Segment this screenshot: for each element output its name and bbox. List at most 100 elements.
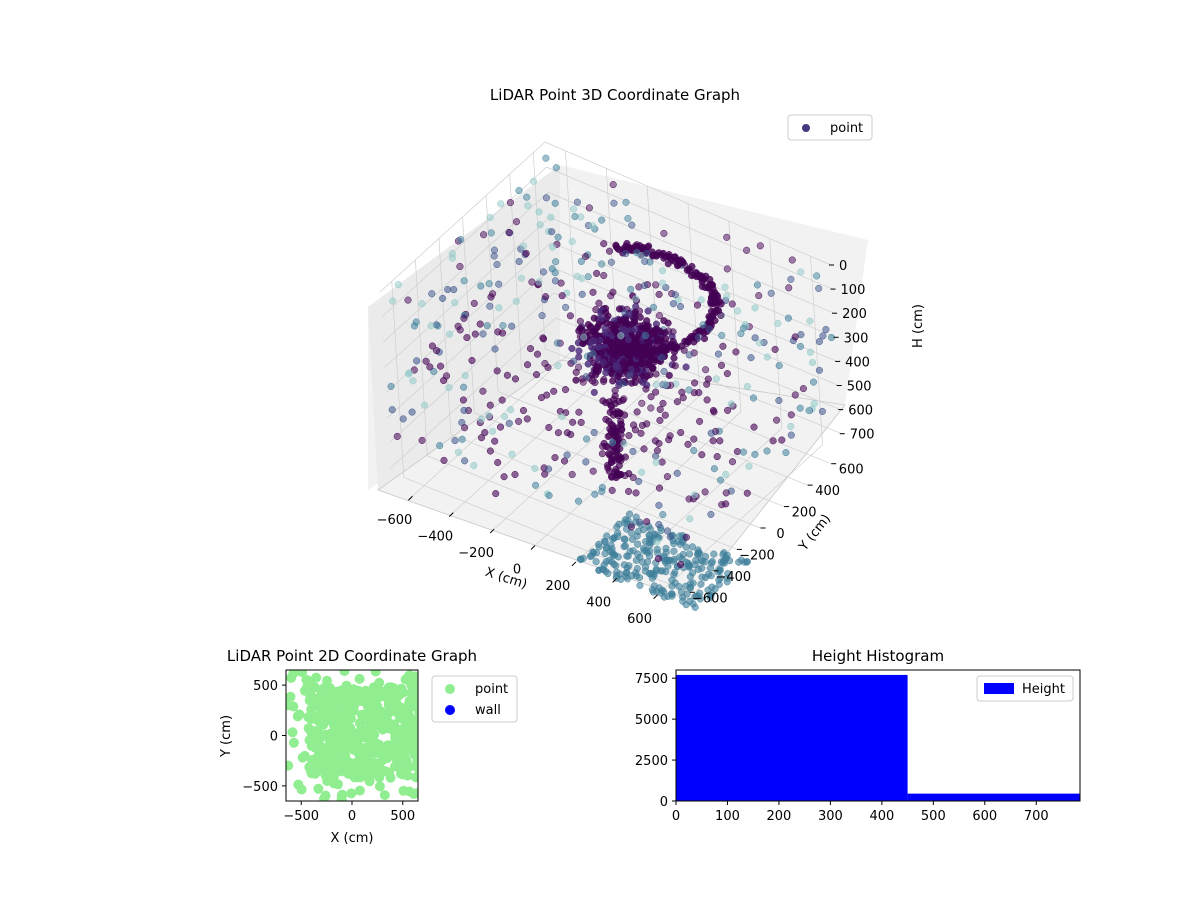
point-2d — [378, 765, 389, 776]
point-2d — [397, 769, 408, 780]
y-tick-label-2d: 0 — [270, 730, 278, 745]
point-3d — [622, 250, 630, 258]
point-3d — [685, 550, 694, 558]
point-3d — [635, 574, 644, 582]
point-3d — [562, 303, 570, 311]
x-tick-label-histogram: 400 — [869, 809, 894, 824]
x-tick-label-3d: −200 — [458, 546, 494, 561]
point-3d — [428, 290, 436, 298]
y-tick-label-2d: −500 — [242, 780, 278, 795]
y-tick-label-3d: −600 — [692, 591, 728, 606]
point-3d — [569, 418, 577, 426]
point-2d — [362, 699, 373, 710]
point-3d — [511, 375, 520, 383]
point-3d — [545, 423, 553, 432]
point-3d — [785, 284, 793, 292]
point-3d — [815, 338, 823, 346]
point-2d — [400, 674, 411, 685]
point-2d — [403, 701, 414, 712]
point-3d — [426, 363, 434, 371]
point-3d — [573, 198, 581, 206]
point-2d — [332, 729, 343, 740]
chart-3d-title: LiDAR Point 3D Coordinate Graph — [490, 86, 740, 104]
points-3d — [387, 154, 836, 611]
point-3d — [551, 454, 559, 462]
point-3d — [698, 557, 706, 565]
point-3d — [722, 489, 730, 497]
point-3d — [615, 369, 624, 377]
y-tick-label-histogram: 2500 — [635, 754, 668, 769]
chart-2d: LiDAR Point 2D Coordinate Graph −500 0 500… — [219, 647, 518, 846]
point-3d — [436, 362, 445, 370]
point-3d — [492, 490, 500, 498]
point-3d — [683, 337, 691, 345]
point-2d — [395, 757, 406, 768]
point-3d — [582, 458, 590, 466]
point-3d — [655, 290, 663, 298]
x-tick-mark-3d — [653, 594, 658, 600]
point-2d — [354, 673, 365, 684]
point-3d — [637, 429, 645, 437]
point-3d — [483, 322, 491, 330]
point-3d — [550, 387, 558, 395]
x-axis-label-3d: X (cm) — [483, 565, 529, 593]
point-3d — [703, 380, 711, 388]
point-3d — [613, 523, 621, 531]
point-3d — [686, 573, 694, 581]
point-3d — [643, 518, 651, 526]
point-3d — [505, 419, 513, 427]
grid-line — [687, 203, 701, 396]
point-2d — [405, 727, 416, 738]
point-3d — [684, 440, 692, 448]
point-3d — [486, 302, 494, 310]
point-3d — [579, 340, 587, 348]
point-3d — [664, 260, 672, 268]
point-3d — [632, 556, 640, 564]
z-tick-label-3d: 600 — [848, 404, 873, 419]
x-tick-label-histogram: 500 — [921, 809, 946, 824]
point-3d — [606, 408, 614, 416]
point-3d — [593, 269, 601, 277]
point-3d — [499, 322, 507, 330]
point-2d — [353, 685, 364, 696]
point-2d — [286, 760, 294, 771]
point-3d — [589, 288, 597, 296]
point-3d — [575, 408, 583, 416]
point-3d — [655, 249, 663, 257]
point-2d — [410, 694, 418, 705]
point-3d — [702, 366, 710, 374]
point-3d — [604, 569, 612, 578]
point-3d — [500, 473, 508, 481]
point-3d — [460, 314, 468, 322]
point-3d — [682, 543, 690, 551]
point-3d — [566, 312, 574, 320]
point-3d — [582, 373, 590, 381]
x-tick-mark-3d — [571, 561, 577, 567]
x-tick-mark-3d — [612, 578, 618, 583]
point-3d — [809, 378, 818, 386]
point-2d — [374, 781, 385, 792]
point-3d — [623, 552, 631, 560]
point-3d — [444, 285, 452, 294]
point-3d — [627, 523, 635, 531]
point-3d — [595, 566, 603, 574]
point-3d — [497, 200, 505, 208]
point-3d — [657, 526, 665, 535]
point-3d — [717, 361, 726, 369]
point-3d — [707, 510, 715, 518]
point-3d — [622, 319, 630, 327]
point-3d — [697, 296, 705, 304]
point-3d — [743, 382, 752, 391]
point-3d — [558, 413, 566, 421]
point-3d — [524, 202, 532, 210]
x-tick-label-2d: −500 — [283, 809, 319, 824]
point-3d — [632, 295, 640, 303]
x-ticks-3d: −600 −400 −200 0 200 400 600 — [377, 495, 658, 627]
point-3d — [755, 339, 763, 347]
point-3d — [547, 213, 555, 221]
point-3d — [560, 457, 569, 465]
point-2d — [370, 670, 381, 677]
grid-line — [521, 369, 808, 486]
point-3d — [490, 252, 498, 260]
point-3d — [539, 334, 547, 342]
